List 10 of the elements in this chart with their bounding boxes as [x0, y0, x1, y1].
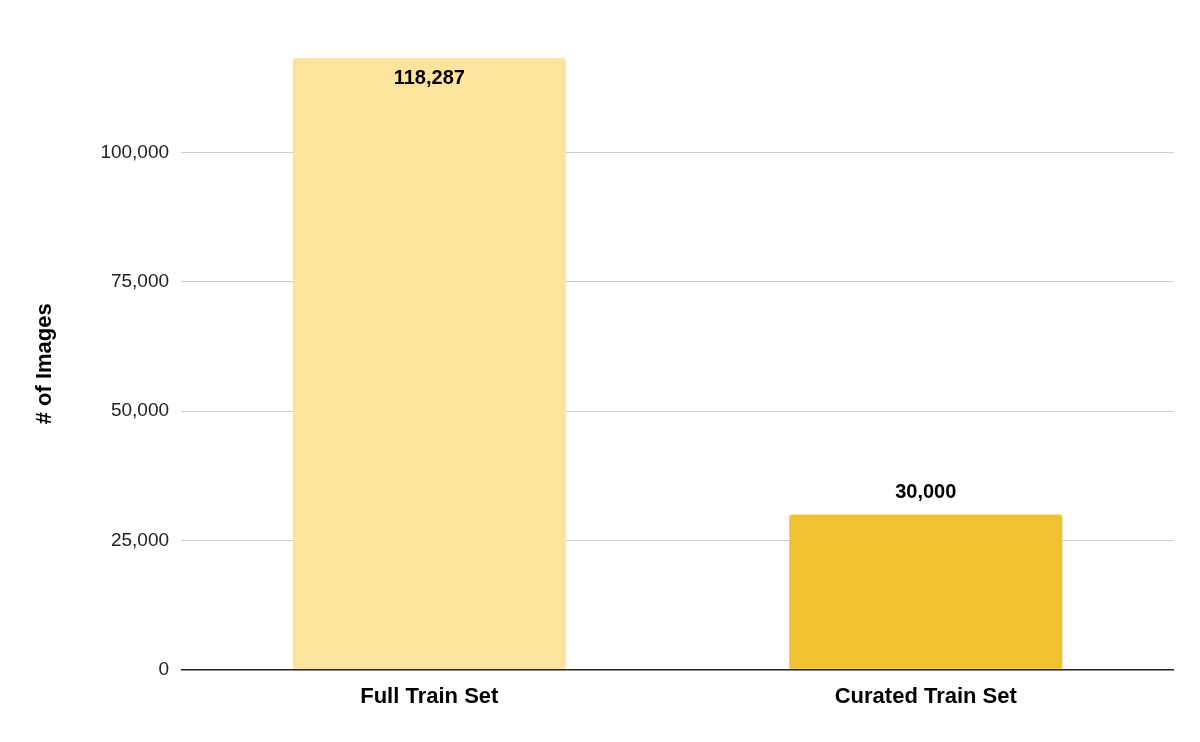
data-label: 30,000: [895, 480, 957, 502]
y-axis-title: # of Images: [31, 303, 57, 425]
y-tick-label: 50,000: [110, 399, 170, 421]
x-tick-label: Full Train Set: [360, 682, 500, 708]
y-tick-label: 25,000: [110, 528, 170, 550]
y-tick-label: 100,000: [100, 140, 170, 162]
y-tick-label: 75,000: [110, 270, 170, 292]
data-label: 118,287: [393, 65, 465, 88]
y-tick-label: 0: [158, 657, 170, 679]
x-tick-label: Curated Train Set: [834, 682, 1018, 708]
